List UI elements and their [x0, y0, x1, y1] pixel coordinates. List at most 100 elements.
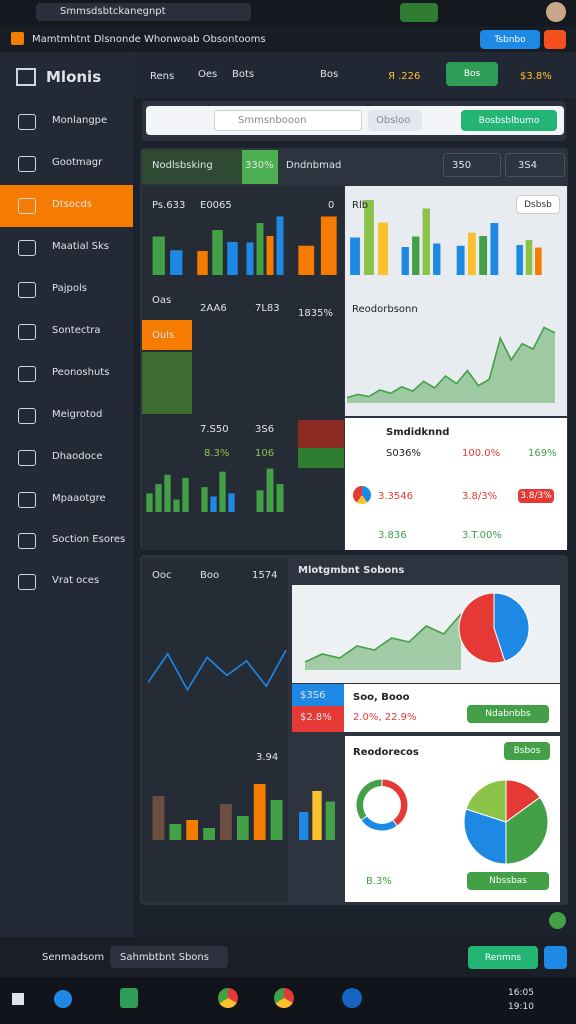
app-icon[interactable] — [218, 988, 238, 1008]
label: 1574 — [252, 570, 278, 581]
bar — [276, 216, 284, 275]
filter-label: Obsloo — [376, 115, 411, 126]
label: Rlb — [352, 200, 369, 211]
stat: Soo, Booo — [353, 692, 410, 703]
select[interactable] — [443, 153, 501, 177]
bar — [246, 242, 254, 275]
tile — [298, 420, 344, 448]
nav-item[interactable]: Dtsocds — [52, 199, 93, 210]
card-value: 100.0% — [462, 448, 501, 459]
bar — [152, 796, 165, 840]
nav-item[interactable]: Dhaodoce — [52, 451, 103, 462]
bottom-button[interactable]: Renmns — [468, 946, 538, 969]
pie-slice — [458, 592, 506, 664]
nav-item[interactable]: Pajpols — [52, 283, 87, 294]
pie-button[interactable]: Nbssbas — [467, 872, 549, 890]
area — [305, 614, 461, 670]
donut-button[interactable]: Bsbos — [504, 742, 550, 760]
label: 7L83 — [255, 303, 280, 314]
avatar[interactable] — [546, 2, 566, 22]
nav-item[interactable]: Gootmagr — [52, 157, 103, 168]
stats-button[interactable]: Ndabnbbs — [467, 705, 549, 723]
bar — [164, 474, 171, 512]
search-button[interactable]: Bosbsblbumo — [461, 110, 557, 131]
bar — [433, 243, 441, 275]
nav-item[interactable]: Maatial Sks — [52, 241, 110, 252]
line — [304, 613, 462, 663]
ext-button[interactable] — [400, 3, 438, 22]
toolbar-item[interactable]: Rens — [150, 71, 175, 82]
search-input[interactable] — [214, 110, 362, 131]
nav-icon — [18, 574, 36, 590]
nav-item[interactable]: Soction Esores — [52, 534, 126, 545]
bar — [210, 496, 217, 512]
search-placeholder: Smmsnbooon — [238, 115, 307, 126]
bottom-label: Senmadsom — [42, 952, 105, 963]
tile — [142, 320, 192, 350]
toolbar-button[interactable]: Bos — [446, 62, 498, 86]
bar — [182, 477, 189, 512]
active-item[interactable] — [0, 185, 133, 227]
clock-time: 16:05 — [508, 988, 534, 998]
label: Ps.633 — [152, 200, 186, 211]
label: 8.3% — [204, 448, 230, 459]
label: 2AA6 — [200, 303, 227, 314]
filter[interactable] — [368, 110, 422, 131]
select[interactable] — [505, 153, 565, 177]
tab-title: Smmsdsbtckanegnpt — [60, 6, 166, 17]
label: 3.94 — [256, 752, 279, 763]
toolbar-value: $3.8% — [520, 71, 552, 82]
bar — [228, 493, 235, 512]
line — [147, 649, 287, 692]
card-value: 169% — [528, 448, 557, 459]
tile — [292, 706, 344, 732]
toolbar-item[interactable]: Oes — [198, 69, 218, 80]
label: $2.8% — [300, 712, 332, 723]
nav-item[interactable]: Peonoshuts — [52, 367, 110, 378]
card-button[interactable]: 3.8/3% — [518, 489, 554, 503]
header-icon[interactable] — [544, 30, 566, 49]
nav-item[interactable]: Monlangpe — [52, 115, 108, 126]
nav-item[interactable]: Meigrotod — [52, 409, 103, 420]
app-icon[interactable] — [342, 988, 362, 1008]
fab[interactable] — [549, 912, 566, 929]
clock-date: 19:10 — [508, 1002, 534, 1012]
bar — [364, 200, 374, 275]
card-value: 3.T.00% — [462, 530, 502, 541]
bar — [203, 828, 215, 840]
line-title: Reodorbsonn — [352, 304, 418, 315]
bar — [152, 236, 165, 275]
card — [345, 418, 567, 550]
nav-item[interactable]: Vrat oces — [52, 575, 100, 586]
nav-icon — [18, 156, 36, 172]
bar — [312, 791, 322, 840]
nav-icon — [18, 324, 36, 340]
app-icon[interactable] — [54, 990, 72, 1008]
address-bar[interactable] — [36, 3, 251, 21]
toolbar-item[interactable]: Bots — [232, 69, 255, 80]
app-title: Mamtmhtnt Dlsnonde — [32, 34, 141, 45]
bar — [266, 236, 274, 275]
app-icon[interactable] — [120, 988, 138, 1008]
bar — [146, 493, 153, 512]
toolbar-item[interactable]: Bos — [320, 69, 339, 80]
nav-icon — [18, 408, 36, 424]
bottom-field[interactable] — [110, 946, 228, 968]
nav-item[interactable]: Mpaaotgre — [52, 493, 106, 504]
bar — [299, 812, 309, 840]
bottom-field-text: Sahmbtbnt Sbons — [120, 952, 209, 963]
app-logo — [11, 32, 24, 45]
card-icon — [353, 486, 371, 504]
toolbar — [133, 52, 576, 98]
light-button[interactable]: Dsbsb — [516, 195, 560, 214]
bottom-icon[interactable] — [544, 946, 567, 969]
bar — [253, 784, 266, 840]
nav-item[interactable]: Sontectra — [52, 325, 101, 336]
start-icon[interactable] — [12, 993, 24, 1005]
app-icon[interactable] — [274, 988, 294, 1008]
nav-icon — [18, 366, 36, 382]
label: Ooc — [152, 570, 172, 581]
header-button[interactable]: Tsbnbo — [480, 30, 540, 49]
label: 3S6 — [255, 424, 275, 435]
card-value: S036% — [386, 448, 421, 459]
